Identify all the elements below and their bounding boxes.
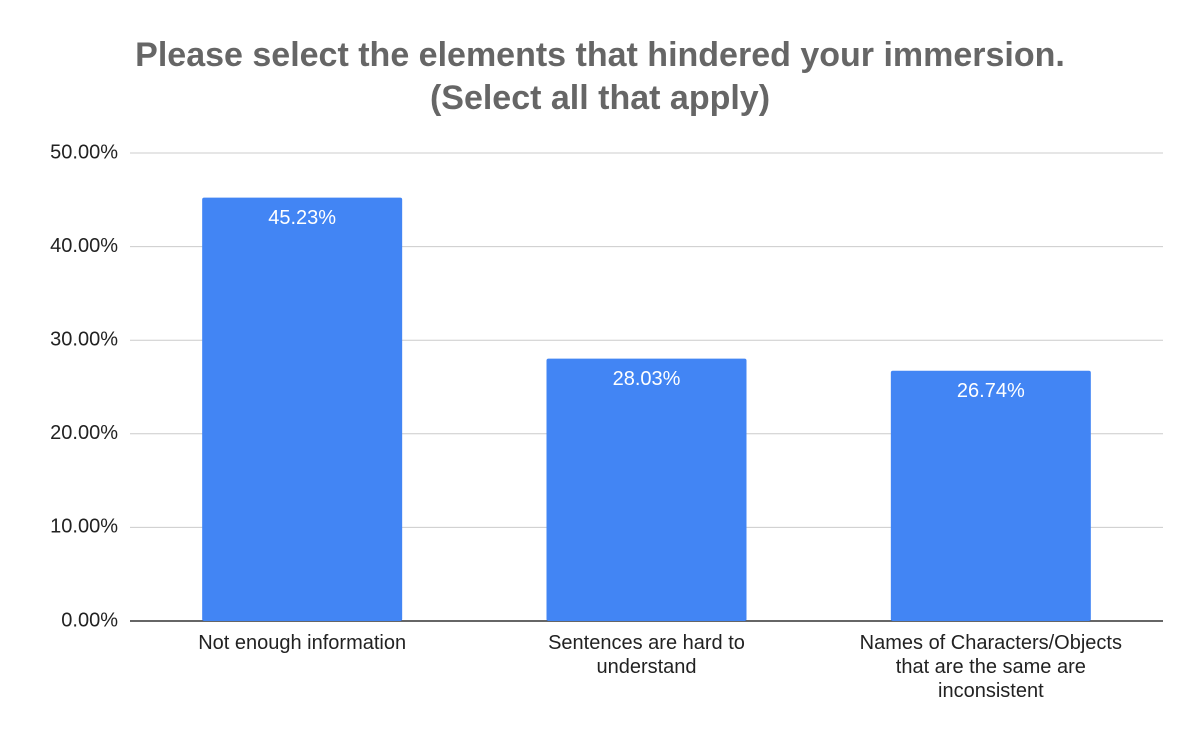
y-tick-label: 20.00% [50,422,118,444]
y-tick-label: 0.00% [61,609,118,631]
bar [546,358,747,621]
y-tick-label: 30.00% [50,328,118,350]
x-tick-label: Sentences are hard to understand [548,632,745,678]
value-label: 26.74% [957,380,1025,402]
chart-title: Please select the elements that hindered… [135,36,1065,74]
y-tick-label: 40.00% [50,235,118,257]
y-tick-label: 10.00% [50,516,118,538]
x-tick-label: Not enough information [198,632,407,654]
bar [890,370,1091,621]
value-label: 28.03% [613,368,681,390]
y-tick-label: 50.00% [50,141,118,163]
bar [202,197,403,621]
value-label: 45.23% [268,207,336,229]
x-tick-label: Names of Characters/Objects that are the… [859,632,1122,702]
chart-title: (Select all that apply) [430,79,770,117]
